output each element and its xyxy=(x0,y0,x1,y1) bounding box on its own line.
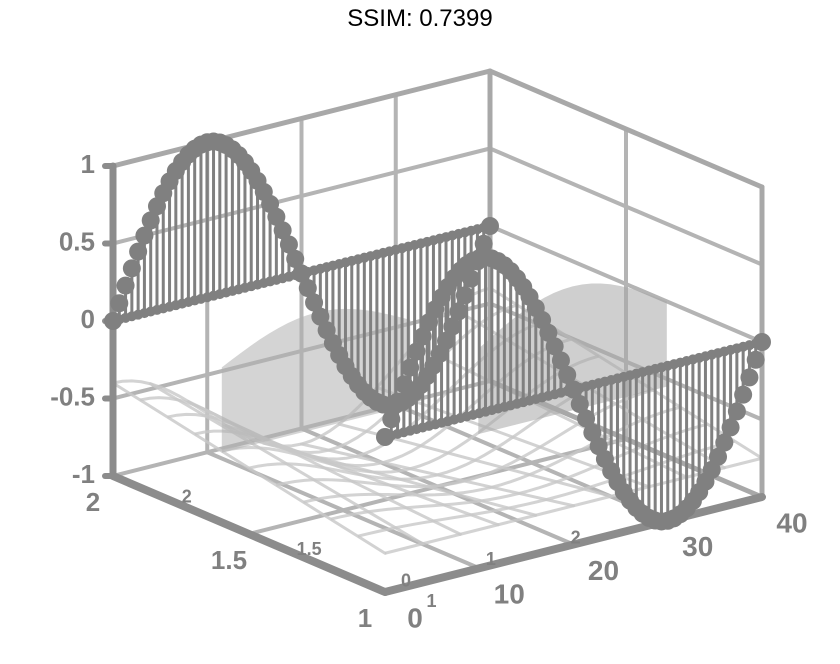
data-point xyxy=(311,307,330,326)
inner-y-tick-label: 1 xyxy=(486,549,496,569)
y-tick-label: 30 xyxy=(682,531,713,562)
data-point xyxy=(462,269,481,288)
z-tick-label: 0 xyxy=(81,304,95,334)
data-point xyxy=(545,337,564,356)
data-point xyxy=(746,350,765,369)
mesh-line xyxy=(224,424,500,527)
data-point xyxy=(116,276,135,295)
inner-surface xyxy=(478,283,667,435)
series-2 xyxy=(104,132,499,415)
y-tick-label: 40 xyxy=(776,507,807,538)
data-point xyxy=(468,252,487,271)
y-tick-label: 0 xyxy=(407,602,423,633)
axis-box-edge xyxy=(110,68,493,169)
stem-base xyxy=(485,221,495,231)
y-tick-label: 10 xyxy=(494,579,525,610)
axis-box-edge xyxy=(487,68,765,190)
series-1 xyxy=(376,248,771,531)
data-point xyxy=(443,317,462,336)
mesh-line xyxy=(149,382,425,546)
inner-y-tick-label: 2 xyxy=(571,528,581,548)
data-point xyxy=(455,286,474,305)
data-point xyxy=(141,211,160,230)
x-tick-label: 2 xyxy=(86,487,100,517)
series-layer xyxy=(104,132,771,531)
y-tick-label: 20 xyxy=(588,555,619,586)
data-point xyxy=(135,226,154,245)
data-point xyxy=(129,242,148,261)
data-point xyxy=(298,279,317,298)
data-point xyxy=(449,302,468,321)
z-tick-label: -1 xyxy=(72,459,95,489)
data-point xyxy=(551,351,570,370)
mesh-line xyxy=(262,441,538,517)
stem-base xyxy=(757,337,767,347)
data-point xyxy=(279,235,298,254)
data-point xyxy=(267,207,286,226)
data-point xyxy=(273,221,292,240)
data-point xyxy=(305,293,324,312)
x-tick-label: 1.5 xyxy=(211,545,247,575)
chart-title: SSIM: 0.7399 xyxy=(347,5,493,32)
data-point xyxy=(577,409,596,428)
data-point xyxy=(474,234,493,253)
data-point xyxy=(382,410,401,429)
z-tick-label: -0.5 xyxy=(50,381,95,411)
inner-x-tick-label: 1 xyxy=(427,591,437,611)
data-point xyxy=(570,395,589,414)
data-point xyxy=(721,418,740,437)
mesh-line xyxy=(111,381,387,555)
z-tick-label: 0.5 xyxy=(59,226,95,256)
data-point xyxy=(558,365,577,384)
data-point xyxy=(286,249,305,268)
mesh-line xyxy=(300,442,575,508)
data-point xyxy=(583,423,602,442)
z-tick-label: 1 xyxy=(81,149,95,179)
inner-y-tick-label: 0 xyxy=(401,570,411,590)
data-point xyxy=(715,433,734,452)
inner-x-tick-label: 2 xyxy=(182,487,192,507)
data-point xyxy=(727,402,746,421)
data-point xyxy=(539,323,558,342)
x-axis-line xyxy=(109,472,389,596)
inner-x-tick-label: 1.5 xyxy=(297,539,322,559)
data-point xyxy=(122,259,141,278)
data-point xyxy=(709,447,728,466)
data-point xyxy=(740,368,759,387)
x-tick-label: 1 xyxy=(358,603,372,633)
data-point xyxy=(110,294,129,313)
y-axis-line xyxy=(381,493,766,596)
data-point xyxy=(437,331,456,350)
data-point xyxy=(734,385,753,404)
